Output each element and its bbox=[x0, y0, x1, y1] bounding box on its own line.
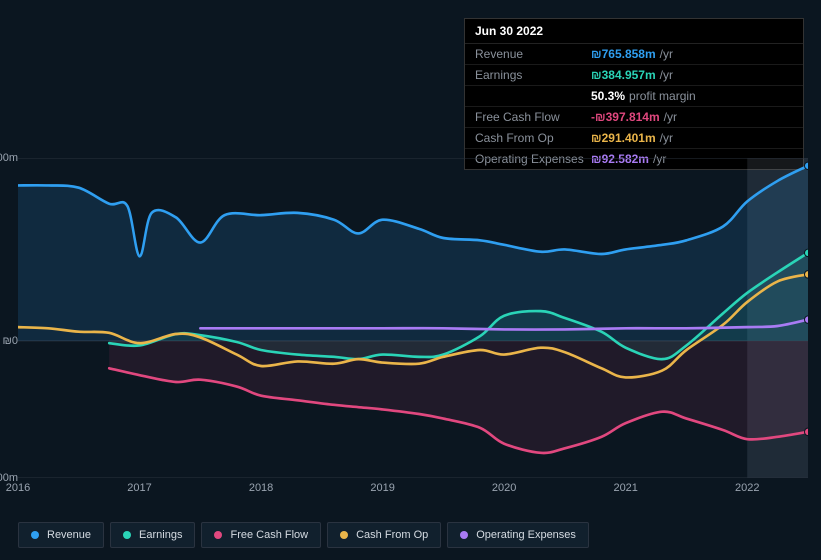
y-axis-label: ₪800m bbox=[0, 152, 18, 164]
tooltip-row-label: Free Cash Flow bbox=[475, 111, 591, 123]
legend-swatch bbox=[123, 531, 131, 539]
legend-swatch bbox=[214, 531, 222, 539]
tooltip-row-unit: profit margin bbox=[629, 90, 696, 102]
tooltip-row-value: ₪384.957m bbox=[591, 69, 656, 81]
x-axis-label: 2016 bbox=[6, 482, 30, 494]
tooltip-row: 50.3% profit margin bbox=[465, 86, 803, 107]
tooltip-date: Jun 30 2022 bbox=[465, 19, 803, 44]
legend: Revenue Earnings Free Cash Flow Cash From O… bbox=[18, 522, 589, 548]
tooltip-row-label: Revenue bbox=[475, 48, 591, 60]
tooltip-row-value: ₪291.401m bbox=[591, 132, 656, 144]
tooltip-row: Earnings₪384.957m/yr bbox=[465, 65, 803, 86]
legend-item[interactable]: Operating Expenses bbox=[447, 522, 589, 548]
chart-area: ₪800m₪0-₪600m 20162017201820192020202120… bbox=[0, 158, 821, 504]
tooltip-row-value: -₪397.814m bbox=[591, 111, 660, 123]
tooltip-row-unit: /yr bbox=[664, 111, 677, 123]
tooltip-row-label: Cash From Op bbox=[475, 132, 591, 144]
legend-label: Earnings bbox=[139, 529, 182, 541]
legend-swatch bbox=[31, 531, 39, 539]
tooltip-row-label: Earnings bbox=[475, 69, 591, 81]
tooltip-row-unit: /yr bbox=[660, 48, 673, 60]
legend-label: Cash From Op bbox=[356, 529, 428, 541]
tooltip-row-value: ₪765.858m bbox=[591, 48, 656, 60]
tooltip-row-value: 50.3% bbox=[591, 90, 625, 102]
legend-label: Revenue bbox=[47, 529, 91, 541]
legend-swatch bbox=[460, 531, 468, 539]
y-axis-label: ₪0 bbox=[3, 335, 18, 347]
line-chart[interactable] bbox=[18, 158, 808, 478]
x-axis-label: 2018 bbox=[249, 482, 273, 494]
legend-item[interactable]: Free Cash Flow bbox=[201, 522, 321, 548]
legend-label: Free Cash Flow bbox=[230, 529, 308, 541]
tooltip-row: Free Cash Flow-₪397.814m/yr bbox=[465, 107, 803, 128]
tooltip-row-unit: /yr bbox=[660, 132, 673, 144]
legend-item[interactable]: Revenue bbox=[18, 522, 104, 548]
x-axis-label: 2017 bbox=[127, 482, 151, 494]
tooltip-row: Revenue₪765.858m/yr bbox=[465, 44, 803, 65]
x-axis-label: 2021 bbox=[613, 482, 637, 494]
chart-tooltip: Jun 30 2022 Revenue₪765.858m/yrEarnings₪… bbox=[464, 18, 804, 170]
x-axis-label: 2019 bbox=[370, 482, 394, 494]
tooltip-row: Cash From Op₪291.401m/yr bbox=[465, 128, 803, 149]
legend-swatch bbox=[340, 531, 348, 539]
x-axis-label: 2022 bbox=[735, 482, 759, 494]
legend-item[interactable]: Cash From Op bbox=[327, 522, 441, 548]
legend-label: Operating Expenses bbox=[476, 529, 576, 541]
tooltip-row-unit: /yr bbox=[660, 69, 673, 81]
x-axis-label: 2020 bbox=[492, 482, 516, 494]
legend-item[interactable]: Earnings bbox=[110, 522, 195, 548]
